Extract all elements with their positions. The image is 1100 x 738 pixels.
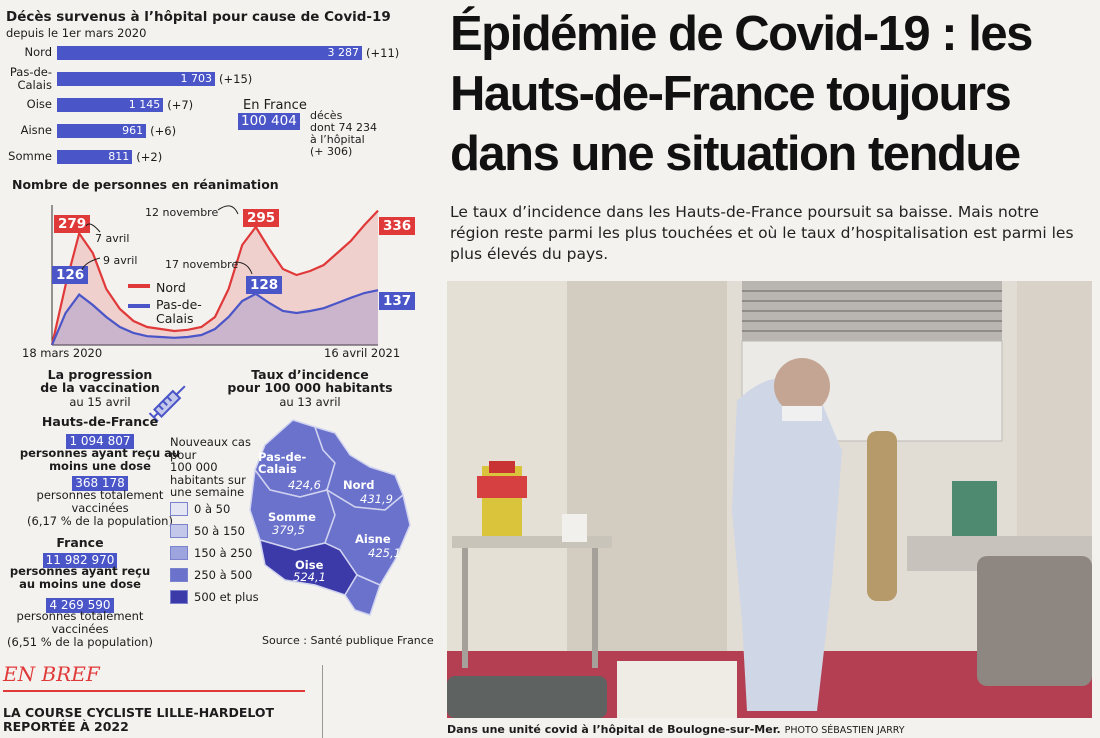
deaths-bar-label: Somme [8, 149, 52, 163]
legend-item: 50 à 150 [170, 524, 245, 538]
deaths-bar: 1 703 [57, 72, 216, 86]
source-note: Source : Santé publique France [262, 634, 434, 647]
deaths-subtitle: depuis le 1er mars 2020 [6, 26, 147, 40]
hdf-one-dose-text: personnes ayant reçu au moins une dose [19, 446, 181, 473]
region-somme-name: Somme [268, 510, 316, 524]
legend-item: 250 à 500 [170, 568, 252, 582]
en-bref-label: EN BREF [3, 662, 100, 686]
annotation-9-avril: 9 avril [103, 254, 138, 267]
legend-swatch [170, 502, 188, 516]
callout-336: 336 [379, 217, 416, 235]
deaths-bar-label: Aisne [20, 123, 52, 137]
deaths-bar: 811 [57, 150, 133, 164]
fr-full-text: personnes totalement vaccinées (6,51 % d… [7, 609, 153, 649]
region-aisne-value: 425,1 [368, 546, 401, 560]
region-oise-value: 524,1 [293, 570, 326, 584]
deaths-bar-label: Pas-de- Calais [9, 65, 52, 92]
map-aisne [324, 488, 411, 586]
brief-headline: LA COURSE CYCLISTE LILLE-HARDELOT REPORT… [3, 705, 275, 734]
region-somme-value: 379,5 [272, 523, 305, 537]
en-bref-rule [3, 690, 305, 692]
annotation-arrows [81, 205, 253, 275]
hdf-full-text: personnes totalement vaccinées (6,17 % d… [27, 488, 173, 528]
fr-one-dose-value: 11 982 970 [42, 553, 118, 568]
deaths-bar-change: (+6) [150, 124, 177, 138]
hdf-full-value: 368 178 [72, 476, 128, 491]
icu-x-start: 18 mars 2020 [22, 346, 103, 360]
icu-legend-pdc-swatch [128, 304, 150, 308]
region-pdc-value: 424,6 [288, 478, 321, 492]
article-photo [447, 281, 1092, 718]
deaths-bar: 961 [57, 124, 147, 138]
column-divider [322, 665, 323, 738]
fr-full-value: 4 269 590 [46, 598, 114, 613]
deaths-title: Décès survenus à l’hôpital pour cause de… [6, 9, 391, 25]
legend-swatch [170, 524, 188, 538]
deaths-bar-label: Oise [26, 97, 52, 111]
icu-chart [50, 205, 379, 346]
region-nord-value: 431,9 [360, 492, 393, 506]
vacc-date: au 15 avril [69, 395, 131, 409]
icu-x-end: 16 avril 2021 [324, 346, 401, 360]
icu-legend-nord-swatch [128, 284, 150, 288]
syringe-icon [148, 385, 186, 423]
legend-item: 0 à 50 [170, 502, 230, 516]
region-oise-name: Oise [295, 558, 324, 572]
region-aisne-name: Aisne [355, 532, 391, 546]
callout-279: 279 [54, 215, 91, 233]
legend-swatch [170, 546, 188, 560]
hdf-one-dose-value: 1 094 807 [66, 434, 134, 449]
france-label: En France [243, 98, 307, 113]
article-headline: Épidémie de Covid-19 : les Hauts-de-Fran… [450, 7, 1033, 181]
hdf-map [249, 419, 411, 616]
icu-area-0 [52, 210, 378, 345]
icu-title: Nombre de personnes en réanimation [12, 177, 279, 192]
callout-137: 137 [379, 292, 416, 310]
photo-caption: Dans une unité covid à l’hôpital de Boul… [447, 723, 905, 736]
callout-295: 295 [243, 209, 280, 227]
icu-legend-nord: Nord [156, 280, 186, 295]
deaths-bar-change: (+2) [136, 150, 163, 164]
region-nord-name: Nord [343, 478, 375, 492]
fr-one-dose-text: personnes ayant reçu au moins une dose [9, 564, 151, 591]
annotation-12-novembre: 12 novembre [145, 206, 219, 219]
france-value: 100 404 [238, 113, 300, 130]
annotation-7-avril: 7 avril [95, 232, 130, 245]
incidence-title: Taux d’incidence pour 100 000 habitants [227, 367, 393, 395]
deaths-bar-change: (+15) [219, 72, 253, 86]
article-lead: Le taux d’incidence dans les Hauts-de-Fr… [450, 203, 1074, 263]
vacc-title: La progression de la vaccination [40, 367, 160, 395]
legend-item: 500 et plus [170, 590, 259, 604]
photo-credit: PHOTO SÉBASTIEN JARRY [784, 725, 905, 736]
deaths-bar-change: (+11) [366, 46, 400, 60]
icu-legend-pdc: Pas-de- Calais [156, 297, 202, 326]
legend-label: 50 à 150 [194, 524, 245, 538]
callout-128: 128 [246, 276, 283, 294]
legend-swatch [170, 568, 188, 582]
legend-label: 0 à 50 [194, 502, 231, 516]
region-pdc-name: Pas-de- Calais [258, 450, 307, 476]
deaths-bar: 1 145 [57, 98, 164, 112]
fr-label: France [56, 535, 104, 550]
incidence-date: au 13 avril [279, 395, 341, 409]
hdf-label: Hauts-de-France [41, 414, 159, 429]
france-detail: décès dont 74 234 à l’hôpital (+ 306) [310, 109, 377, 158]
legend-swatch [170, 590, 188, 604]
deaths-bar: 3 287 [57, 46, 362, 60]
deaths-bar-change: (+7) [167, 98, 194, 112]
deaths-bars: Nord 3 287 (+11) Pas-de- Calais 1 703 (+15) Oi… [0, 42, 440, 172]
icu-line-1 [50, 289, 379, 346]
legend-label: 250 à 500 [194, 568, 253, 582]
icu-area-1 [52, 290, 378, 345]
deaths-bar-label: Nord [24, 45, 52, 59]
annotation-17-novembre: 17 novembre [165, 258, 239, 271]
callout-126: 126 [52, 266, 89, 284]
legend-label: 150 à 250 [194, 546, 253, 560]
legend-item: 150 à 250 [170, 546, 252, 560]
caption-text: Dans une unité covid à l’hôpital de Boul… [447, 723, 781, 736]
icu-line-0 [50, 209, 379, 346]
legend-label: 500 et plus [194, 590, 259, 604]
legend-title: Nouveaux cas pour 100 000 habitants sur … [170, 435, 251, 499]
